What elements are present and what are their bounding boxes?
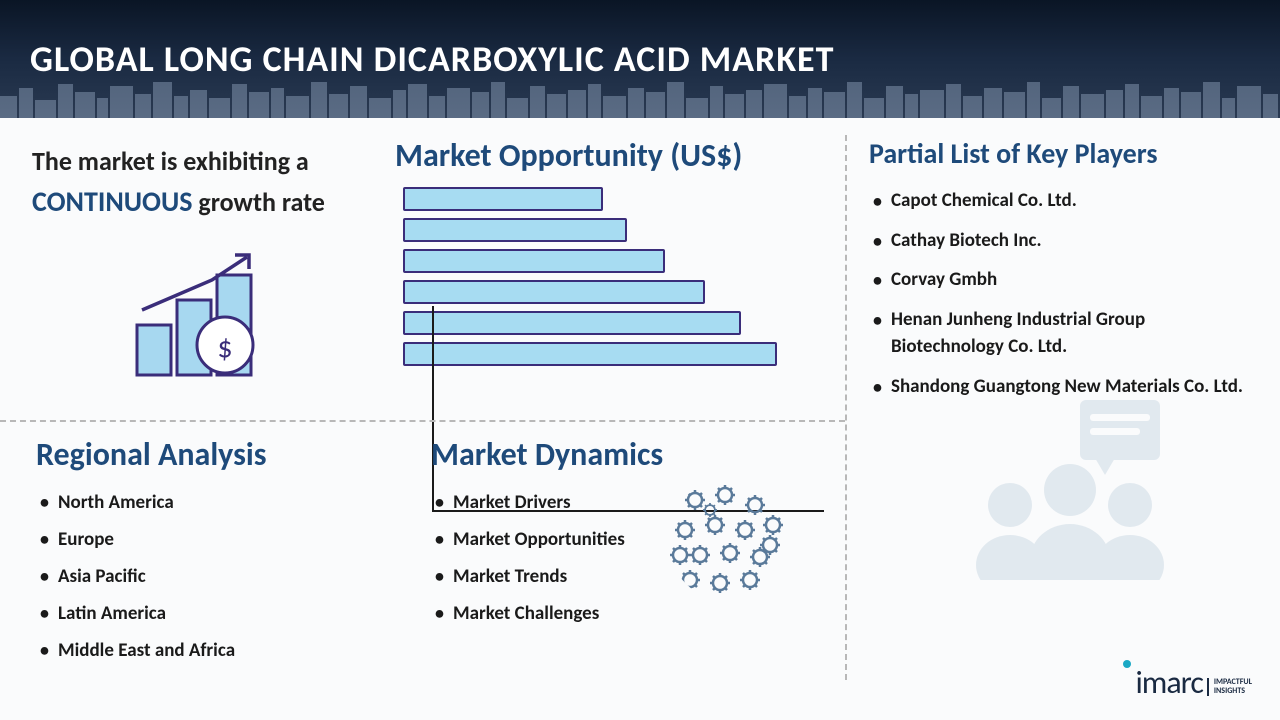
chart-bar (395, 342, 827, 366)
list-item: Capot Chemical Co. Ltd. (869, 181, 1252, 221)
players-list: Capot Chemical Co. Ltd.Cathay Biotech In… (869, 181, 1252, 406)
growth-highlight: CONTINUOUS (32, 184, 193, 219)
growth-chart-icon: $ (127, 245, 367, 390)
content-grid: The market is exhibiting a CONTINUOUS gr… (0, 118, 1280, 416)
list-item: Latin America (36, 595, 367, 632)
growth-statement: The market is exhibiting a CONTINUOUS gr… (32, 142, 367, 223)
page-title: GLOBAL LONG CHAIN DICARBOXYLIC ACID MARK… (30, 37, 834, 81)
gear-sphere-icon (665, 475, 795, 605)
chart-bar (395, 249, 827, 273)
list-item: Henan Junheng Industrial Group Biotechno… (869, 300, 1252, 367)
growth-line1: The market is exhibiting a (32, 145, 309, 177)
chart-bar (395, 187, 827, 211)
header-banner: GLOBAL LONG CHAIN DICARBOXYLIC ACID MARK… (0, 0, 1280, 118)
growth-panel: The market is exhibiting a CONTINUOUS gr… (0, 118, 395, 416)
list-item: Asia Pacific (36, 558, 367, 595)
chart-bar (395, 218, 827, 242)
chart-bar (395, 280, 827, 304)
regional-panel: Regional Analysis North AmericaEuropeAsi… (0, 430, 395, 679)
regional-list: North AmericaEuropeAsia PacificLatin Ame… (36, 484, 367, 669)
growth-suffix: growth rate (193, 186, 325, 218)
list-item: Middle East and Africa (36, 632, 367, 669)
list-item: North America (36, 484, 367, 521)
list-item: Europe (36, 521, 367, 558)
players-title: Partial List of Key Players (869, 136, 1252, 171)
logo-dot-icon (1121, 658, 1133, 698)
players-panel: Partial List of Key Players Capot Chemic… (845, 118, 1280, 416)
logo-brand: imarc (1135, 663, 1202, 702)
list-item: Cathay Biotech Inc. (869, 221, 1252, 261)
opportunity-bar-chart (395, 187, 827, 366)
list-item: Corvay Gmbh (869, 260, 1252, 300)
regional-title: Regional Analysis (36, 435, 367, 474)
logo-tagline: IMPACTFUL INSIGHTS (1207, 678, 1252, 696)
svg-text:$: $ (217, 329, 232, 366)
opportunity-title: Market Opportunity (US$) (395, 136, 827, 175)
vertical-divider (845, 135, 847, 680)
dynamics-title: Market Dynamics (431, 435, 827, 474)
opportunity-panel: Market Opportunity (US$) (395, 118, 845, 416)
skyline-decoration (0, 80, 1280, 118)
people-group-icon (955, 400, 1185, 585)
chart-bar (395, 311, 827, 335)
brand-logo: imarc IMPACTFUL INSIGHTS (1121, 658, 1252, 702)
horizontal-divider (0, 420, 845, 422)
